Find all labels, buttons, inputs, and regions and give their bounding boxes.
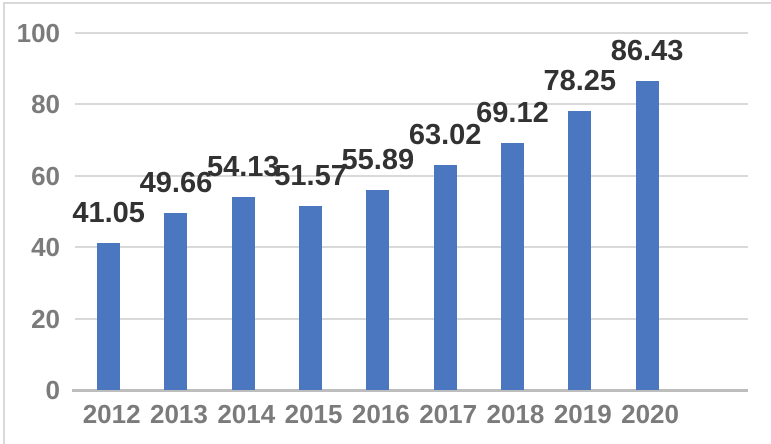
gridline [75, 317, 748, 320]
y-axis-tick-label: 0 [45, 375, 60, 405]
bar [231, 196, 255, 390]
gridline [75, 103, 748, 106]
bar-data-label: 54.13 [206, 150, 280, 183]
bar-data-label: 41.05 [72, 197, 145, 230]
x-axis-tick-label: 2019 [553, 399, 612, 429]
x-axis-tick-label: 2014 [217, 399, 276, 429]
y-axis-tick-label: 80 [31, 89, 60, 120]
bar [366, 190, 390, 390]
bar [568, 110, 592, 390]
bar-data-label: 69.12 [476, 97, 549, 130]
x-axis-line [72, 389, 748, 392]
x-axis-tick-label: 2013 [150, 399, 208, 429]
bar [299, 205, 323, 390]
bar-data-label: 63.02 [408, 119, 482, 152]
bar-data-label: 86.43 [610, 35, 684, 68]
x-axis-tick-label: 2015 [284, 399, 343, 429]
chart-border-left [3, 2, 5, 444]
x-axis-tick-label: 2016 [351, 399, 410, 429]
y-axis-tick-label: 100 [16, 18, 60, 48]
bar-data-label: 49.66 [139, 166, 213, 199]
x-axis-tick-label: 2018 [486, 399, 545, 429]
x-axis-tick-label: 2020 [621, 399, 679, 429]
bar [635, 81, 659, 390]
y-axis-tick-label: 20 [31, 303, 60, 334]
x-axis-tick-label: 2017 [419, 399, 478, 429]
gridline [75, 246, 748, 249]
bar [97, 243, 121, 390]
bar-data-label: 78.25 [543, 64, 617, 97]
y-axis-tick-label: 60 [31, 160, 60, 191]
bar-data-label: 51.57 [274, 159, 347, 192]
gridline [75, 32, 748, 34]
chart-border-top [3, 2, 771, 4]
bar [500, 143, 524, 390]
bar [433, 165, 457, 390]
gridline [75, 174, 748, 177]
bar-data-label: 55.89 [341, 144, 415, 177]
y-axis-tick-label: 40 [31, 232, 60, 263]
bar [164, 212, 188, 390]
x-axis-tick-label: 2012 [82, 399, 141, 429]
